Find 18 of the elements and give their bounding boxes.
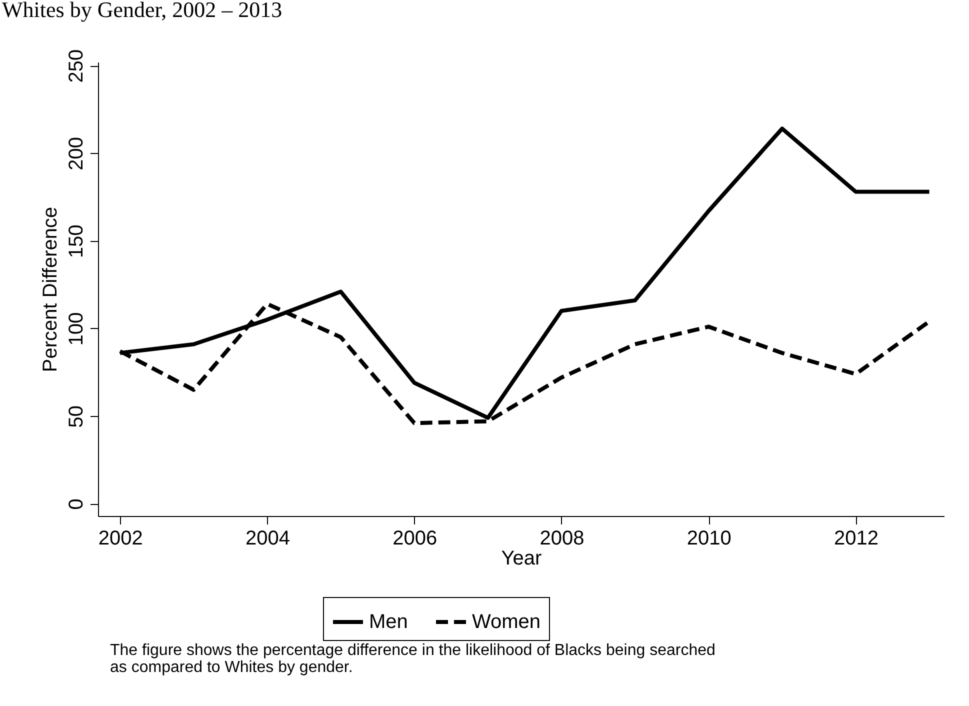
legend-label: Women [472,611,541,633]
y-tick-label: 0 [66,498,88,510]
chart-title: Whites by Gender, 2002 – 2013 [2,0,282,23]
y-tick-label: 200 [66,136,88,170]
x-tick-label: 2006 [392,528,438,550]
x-axis-title: Year [501,548,542,570]
y-tick-label: 50 [66,405,88,428]
x-tick-label: 2010 [686,528,732,550]
y-tick-label: 150 [66,224,88,258]
x-tick-label: 2002 [98,528,143,550]
y-axis-title: Percent Difference [40,206,62,372]
y-tick-label: 250 [66,49,88,83]
x-tick-label: 2012 [834,528,878,550]
x-tick-label: 2008 [540,528,584,550]
y-tick-label: 100 [66,312,88,346]
x-tick-label: 2004 [245,528,290,550]
legend-label: Men [369,611,408,633]
text: The figure shows the percentage difference in the likelihood of Blacks being searched as compared to Whites by gender. [110,642,716,676]
